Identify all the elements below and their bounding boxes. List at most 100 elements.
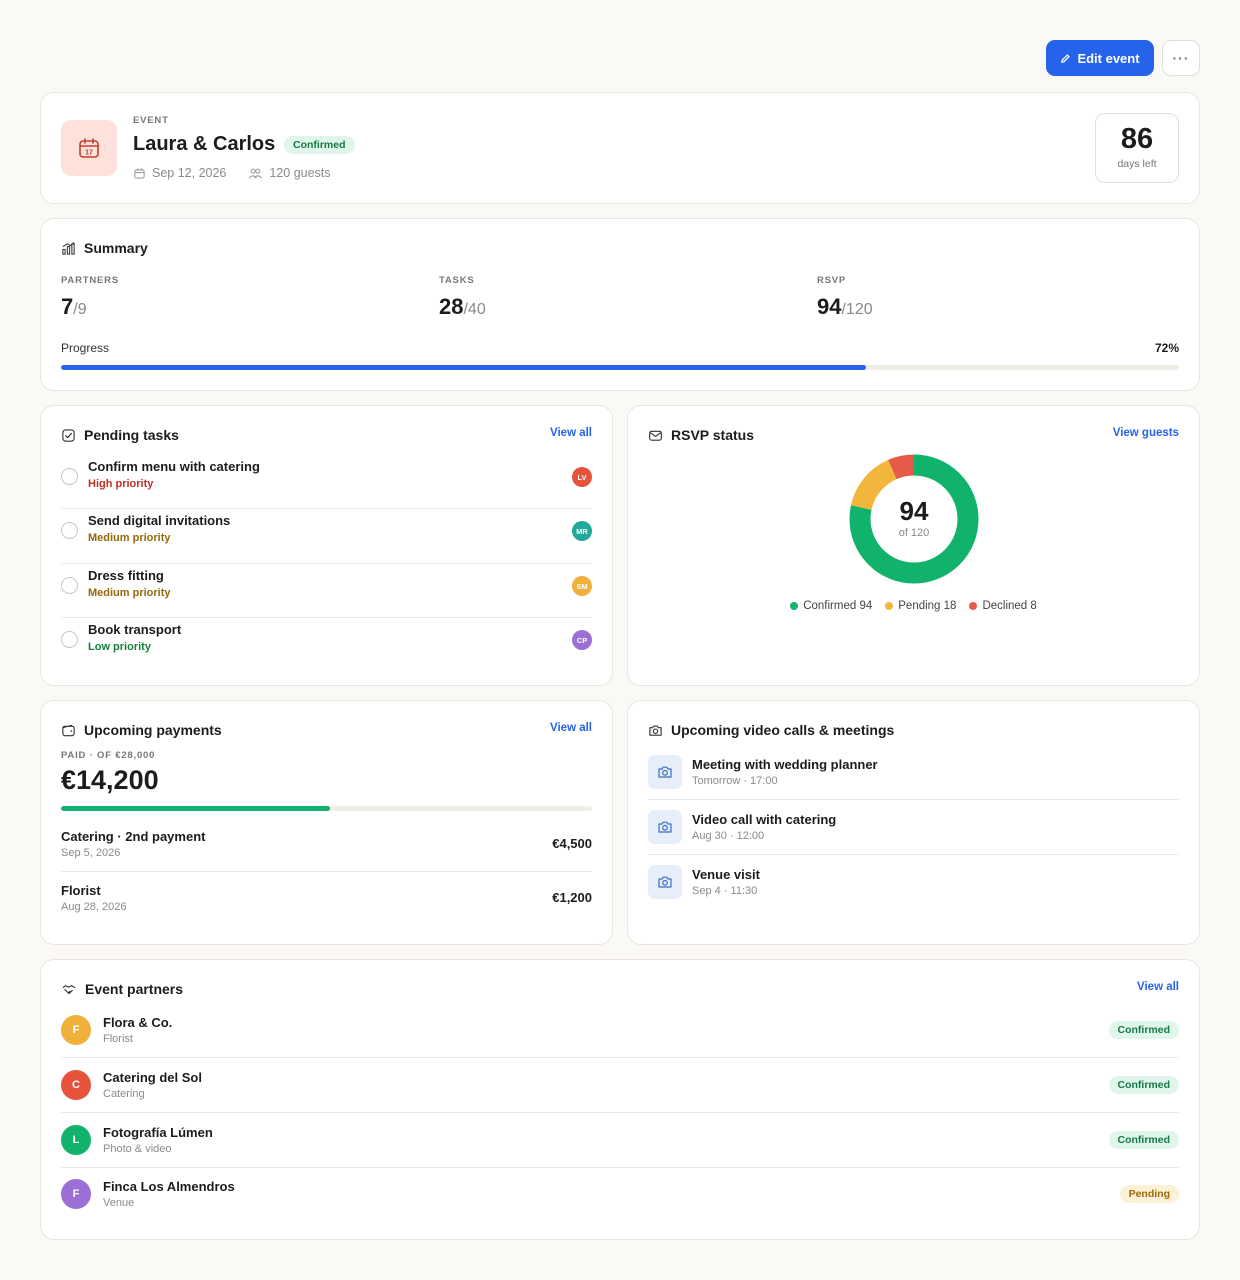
stat-label: RSVP xyxy=(817,275,847,286)
partner-status-badge: Confirmed xyxy=(1108,1021,1179,1039)
legend-label: Declined 8 xyxy=(982,600,1037,612)
task-checkbox[interactable] xyxy=(61,468,78,485)
event-partners-card: Event partners View all F Flora & Co. Fl… xyxy=(40,959,1200,1240)
meeting-row[interactable]: Video call with catering Aug 30 · 12:00 xyxy=(648,806,1179,855)
partner-row[interactable]: F Finca Los Almendros Venue Pending xyxy=(61,1173,1179,1222)
more-dots-icon: ··· xyxy=(1172,50,1190,66)
event-meta: Sep 12, 2026 120 guests xyxy=(133,166,331,180)
stat-total: /40 xyxy=(463,301,486,318)
legend-label: Pending 18 xyxy=(898,600,957,612)
rsvp-view-guests-link[interactable]: View guests xyxy=(1112,427,1179,439)
tasks-view-all-link[interactable]: View all xyxy=(550,427,592,439)
calendar-icon: 17 xyxy=(61,120,117,176)
payment-row[interactable]: Catering · 2nd payment Sep 5, 2026 €4,50… xyxy=(61,823,592,872)
task-priority: Medium priority xyxy=(88,532,171,544)
payments-paid-amount: €14,200 xyxy=(61,765,159,795)
partner-avatar: C xyxy=(61,1070,91,1100)
legend-dot xyxy=(790,602,799,610)
meeting-row[interactable]: Venue visit Sep 4 · 11:30 xyxy=(648,861,1179,910)
meeting-title: Video call with catering xyxy=(692,812,837,827)
partner-name: Fotografía Lúmen xyxy=(103,1125,213,1140)
task-checkbox[interactable] xyxy=(61,522,78,539)
partner-name: Finca Los Almendros xyxy=(103,1179,235,1194)
payment-title: Florist xyxy=(61,883,101,898)
partner-avatar: F xyxy=(61,1179,91,1209)
payments-kicker: PAID · OF €28,000 xyxy=(61,750,156,761)
meeting-time: Tomorrow · 17:00 xyxy=(692,775,778,787)
stat-label: PARTNERS xyxy=(61,275,119,286)
legend-item-confirmed: Confirmed 94 xyxy=(790,600,872,612)
partner-type: Florist xyxy=(103,1033,133,1045)
checkbox-icon xyxy=(62,428,75,442)
guests-icon xyxy=(249,168,263,178)
payments-title: Upcoming payments xyxy=(84,722,222,738)
meeting-title: Meeting with wedding planner xyxy=(692,757,878,772)
task-priority: Low priority xyxy=(88,641,151,653)
payment-amount: €1,200 xyxy=(552,890,592,905)
task-title: Send digital invitations xyxy=(88,513,231,528)
task-assignee-avatar: SM xyxy=(572,576,592,596)
progress-bar-fill xyxy=(61,365,866,370)
rsvp-donut-chart xyxy=(849,454,979,584)
partner-status-badge: Confirmed xyxy=(1108,1131,1179,1149)
stat-total: /9 xyxy=(73,301,87,318)
summary-card: Summary PARTNERS 7/9 TASKS 28/40 RSVP 94… xyxy=(40,218,1200,391)
task-assignee-avatar: CP xyxy=(572,630,592,650)
partner-name: Flora & Co. xyxy=(103,1015,173,1030)
partner-name: Catering del Sol xyxy=(103,1070,202,1085)
task-title: Confirm menu with catering xyxy=(88,459,260,474)
partner-row[interactable]: F Flora & Co. Florist Confirmed xyxy=(61,1009,1179,1058)
event-guests: 120 guests xyxy=(269,166,331,180)
payment-row[interactable]: Florist Aug 28, 2026 €1,200 xyxy=(61,877,592,926)
days-left-box: 86 days left xyxy=(1095,113,1179,183)
event-kicker: EVENT xyxy=(133,115,169,126)
task-checkbox[interactable] xyxy=(61,577,78,594)
partners-title: Event partners xyxy=(85,981,184,997)
payment-amount: €4,500 xyxy=(552,836,592,851)
more-options-button[interactable]: ··· xyxy=(1162,40,1200,76)
edit-event-label: Edit event xyxy=(1077,50,1140,66)
meeting-row[interactable]: Meeting with wedding planner Tomorrow · … xyxy=(648,751,1179,800)
pending-tasks-card: Pending tasks View all Confirm menu with… xyxy=(40,405,613,686)
mail-icon xyxy=(649,430,662,441)
meeting-title: Venue visit xyxy=(692,867,760,882)
camera-icon xyxy=(648,755,682,789)
task-assignee-avatar: LV xyxy=(572,467,592,487)
partner-row[interactable]: L Fotografía Lúmen Photo & video Confirm… xyxy=(61,1119,1179,1168)
payments-view-all-link[interactable]: View all xyxy=(550,722,592,734)
partners-header: Event partners xyxy=(61,981,183,997)
stat-value: 7 xyxy=(61,294,74,319)
stat-total: /120 xyxy=(841,301,873,318)
rsvp-header: RSVP status xyxy=(648,427,754,443)
payment-date: Aug 28, 2026 xyxy=(61,901,127,913)
meetings-title: Upcoming video calls & meetings xyxy=(671,722,895,738)
rsvp-center-sub: of 120 xyxy=(898,527,930,539)
task-checkbox[interactable] xyxy=(61,631,78,648)
task-row[interactable]: Confirm menu with catering High priority… xyxy=(61,455,592,509)
task-row[interactable]: Book transport Low priority CP xyxy=(61,618,592,672)
partner-type: Catering xyxy=(103,1088,145,1100)
rsvp-title: RSVP status xyxy=(671,427,754,443)
progress-percent: 72% xyxy=(1154,341,1179,355)
partner-status-badge: Confirmed xyxy=(1108,1076,1179,1094)
task-row[interactable]: Send digital invitations Medium priority… xyxy=(61,509,592,564)
camera-icon xyxy=(648,810,682,844)
task-row[interactable]: Dress fitting Medium priority SM xyxy=(61,564,592,618)
edit-event-button[interactable]: Edit event xyxy=(1046,40,1154,76)
calendar-small-icon xyxy=(134,167,145,179)
tasks-title: Pending tasks xyxy=(84,427,179,443)
stat-partners: PARTNERS 7/9 xyxy=(61,275,119,320)
stat-value: 28 xyxy=(439,294,464,319)
partner-row[interactable]: C Catering del Sol Catering Confirmed xyxy=(61,1064,1179,1113)
payments-progress-bar xyxy=(61,806,592,811)
days-left-label: days left xyxy=(1117,158,1157,170)
upcoming-payments-card: Upcoming payments View all PAID · OF €28… xyxy=(40,700,613,945)
chart-icon xyxy=(62,241,75,255)
payments-header: Upcoming payments xyxy=(61,722,222,738)
task-assignee-avatar: MR xyxy=(572,521,592,541)
partners-view-all-link[interactable]: View all xyxy=(1137,981,1179,993)
meeting-time: Sep 4 · 11:30 xyxy=(692,885,758,897)
handshake-icon xyxy=(62,984,76,994)
payment-date: Sep 5, 2026 xyxy=(61,847,121,859)
partner-type: Venue xyxy=(103,1197,135,1209)
